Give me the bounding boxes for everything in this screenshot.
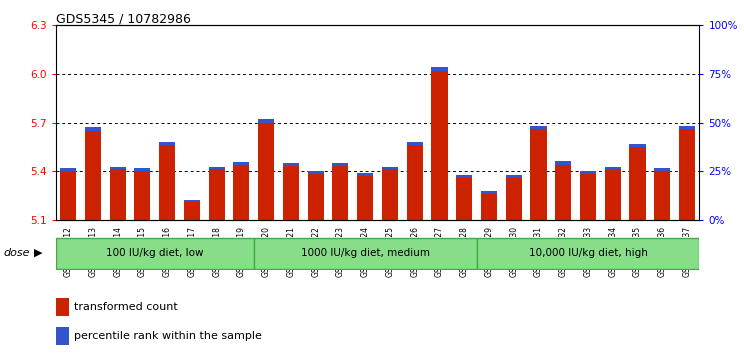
Bar: [477, 238, 699, 269]
Bar: [85, 127, 101, 131]
Text: 100 IU/kg diet, low: 100 IU/kg diet, low: [106, 248, 204, 257]
Bar: [159, 142, 176, 145]
Bar: [357, 176, 373, 220]
Bar: [234, 164, 249, 220]
Bar: [432, 67, 447, 71]
Bar: [605, 170, 620, 220]
Bar: [60, 168, 76, 171]
Text: percentile rank within the sample: percentile rank within the sample: [74, 331, 263, 341]
Bar: [109, 170, 126, 220]
Bar: [407, 142, 423, 145]
Bar: [432, 71, 447, 220]
Bar: [654, 168, 670, 171]
Bar: [629, 147, 646, 220]
Bar: [382, 167, 398, 170]
Bar: [135, 168, 150, 171]
Bar: [283, 163, 299, 166]
Bar: [580, 171, 596, 174]
Bar: [530, 129, 547, 220]
Bar: [60, 171, 76, 220]
Bar: [184, 200, 200, 202]
Text: dose: dose: [4, 248, 31, 257]
Bar: [333, 163, 348, 166]
Bar: [481, 194, 497, 220]
Bar: [258, 119, 275, 122]
Text: 1000 IU/kg diet, medium: 1000 IU/kg diet, medium: [301, 248, 430, 257]
Bar: [654, 171, 670, 220]
Bar: [208, 167, 225, 170]
Bar: [555, 161, 571, 164]
Text: ▶: ▶: [33, 248, 42, 257]
Bar: [283, 166, 299, 220]
Text: GDS5345 / 10782986: GDS5345 / 10782986: [56, 13, 190, 26]
Bar: [555, 164, 571, 220]
Bar: [135, 171, 150, 220]
Bar: [407, 145, 423, 220]
Bar: [56, 238, 254, 269]
Bar: [333, 166, 348, 220]
Bar: [456, 175, 472, 178]
Bar: [382, 170, 398, 220]
Bar: [109, 167, 126, 170]
Bar: [85, 131, 101, 220]
Bar: [506, 175, 522, 178]
Bar: [308, 174, 324, 220]
Bar: [580, 174, 596, 220]
Bar: [258, 122, 275, 220]
Bar: [357, 173, 373, 176]
Bar: [679, 129, 695, 220]
Bar: [629, 143, 646, 147]
Bar: [184, 202, 200, 220]
Bar: [234, 162, 249, 164]
Text: transformed count: transformed count: [74, 302, 178, 312]
Text: 10,000 IU/kg diet, high: 10,000 IU/kg diet, high: [528, 248, 647, 257]
Bar: [308, 171, 324, 174]
Bar: [506, 178, 522, 220]
Bar: [679, 126, 695, 129]
Bar: [530, 126, 547, 129]
Bar: [254, 238, 477, 269]
Bar: [481, 191, 497, 194]
Bar: [456, 178, 472, 220]
Bar: [605, 167, 620, 170]
Bar: [208, 170, 225, 220]
Bar: [159, 145, 176, 220]
